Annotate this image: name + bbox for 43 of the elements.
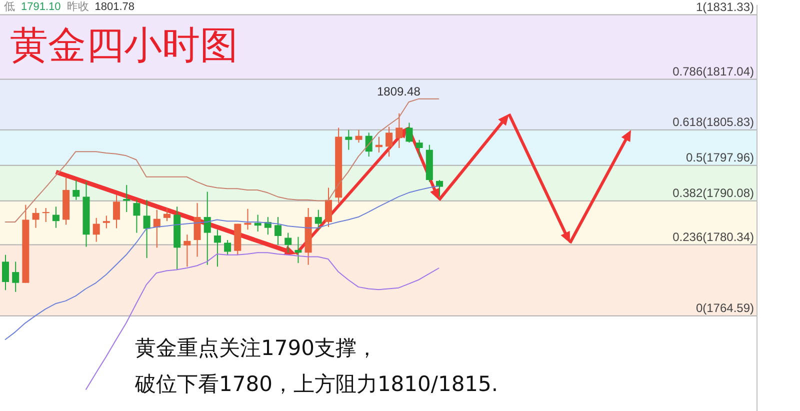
candlestick [284, 232, 292, 254]
ref-line-label: 0(1764.59) [696, 300, 754, 315]
candlestick [32, 208, 40, 228]
candlestick [274, 216, 282, 246]
candlestick [133, 199, 140, 234]
candlestick [113, 194, 120, 229]
candlestick [294, 236, 302, 264]
candlestick [324, 187, 332, 228]
ref-line-label: 0.382(1790.08) [672, 186, 754, 200]
candlestick [224, 240, 232, 256]
ref-line-label: 0.786(1817.04) [672, 64, 754, 78]
candlestick [184, 234, 191, 268]
candlestick [345, 129, 352, 150]
ref-line-label: 0.618(1805.83) [672, 114, 754, 129]
annotation: 黄金重点关注1790支撑， [135, 335, 378, 362]
candlestick [92, 217, 100, 242]
candlestick [72, 180, 80, 200]
ref-line-label: 0.5(1797.96) [686, 150, 754, 164]
candlestick [214, 229, 221, 268]
candlestick [314, 209, 322, 230]
candlestick [416, 139, 423, 158]
text: 黄金四小时图 [10, 22, 238, 68]
candlestick [143, 199, 150, 259]
candlestick [355, 129, 362, 144]
candlestick [102, 215, 110, 229]
candlestick [204, 191, 211, 266]
candlestick [386, 126, 393, 158]
ref-line-label: 0.236(1780.34) [672, 230, 754, 244]
annotation: 低 1791.10 昨收 1801.78 [4, 1, 135, 13]
candlestick [163, 208, 170, 222]
candlestick [254, 214, 262, 232]
candlestick [12, 261, 20, 292]
candlestick [123, 184, 130, 213]
candlestick [436, 180, 444, 198]
candlestick [406, 122, 413, 144]
candlestick [52, 206, 60, 228]
candlestick [396, 112, 403, 148]
candlestick [194, 202, 201, 258]
ref-line-label: 1(1831.33) [696, 0, 754, 14]
annotation: 1809.48 [376, 84, 421, 98]
annotation: 破位下看1780，上方阻力1810/1815. [135, 371, 498, 398]
candlestick [2, 254, 9, 291]
candlestick [42, 208, 50, 222]
